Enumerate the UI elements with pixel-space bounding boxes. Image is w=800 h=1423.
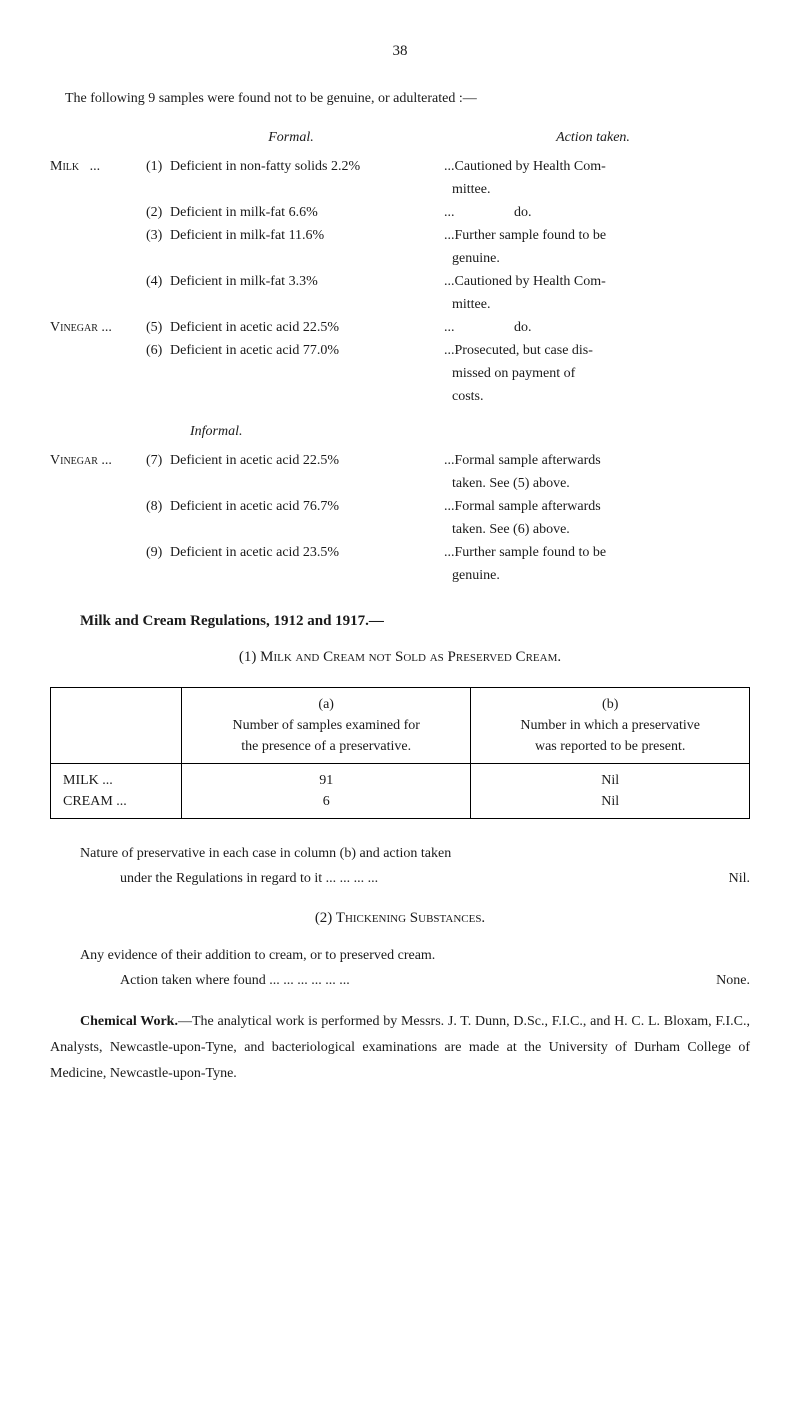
nature-text: Nature of preservative in each case in c… <box>80 843 750 864</box>
item-desc: Deficient in milk-fat 3.3% <box>170 271 436 292</box>
cell-val: 6 <box>323 794 330 809</box>
cell-val: Nil <box>601 773 619 788</box>
item-desc: Deficient in acetic acid 22.5% <box>170 450 436 471</box>
item-desc: Deficient in non-fatty solids 2.2% <box>170 156 436 177</box>
item-num: (3) <box>146 225 170 246</box>
subsection-1: (1) Milk and Cream not Sold as Preserved… <box>50 646 750 669</box>
action-cont: taken. See (6) above. <box>436 519 750 540</box>
intro-text: The following 9 samples were found not t… <box>50 88 750 109</box>
any-evidence-text: Any evidence of their addition to cream,… <box>80 945 750 966</box>
vinegar-row-9: (9)Deficient in acetic acid 23.5% ...Fur… <box>50 542 750 563</box>
cell-val: 91 <box>319 773 333 788</box>
item-action: ...Cautioned by Health Com- <box>436 271 750 292</box>
action-cont: costs. <box>436 386 750 407</box>
item-desc: Deficient in acetic acid 76.7% <box>170 496 436 517</box>
formal-header: Formal. <box>146 127 436 148</box>
vinegar-label: Vinegar ... <box>50 317 146 338</box>
item-action: ...Formal sample afterwards <box>436 450 750 471</box>
item-num: (6) <box>146 340 170 361</box>
milk-row-3: (3)Deficient in milk-fat 11.6% ...Furthe… <box>50 225 750 246</box>
page-number: 38 <box>50 40 750 63</box>
milk-row-2: (2)Deficient in milk-fat 6.6% ... do. <box>50 202 750 223</box>
none-value: None. <box>680 970 750 991</box>
action-cont: genuine. <box>436 565 750 586</box>
nil-value: Nil. <box>680 868 750 889</box>
item-num: (9) <box>146 542 170 563</box>
table-col-b: (b)Number in which a preservativewas rep… <box>471 687 750 763</box>
milk-label: Milk ... <box>50 156 146 177</box>
item-action: ...Prosecuted, but case dis- <box>436 340 750 361</box>
preservative-table: (a)Number of samples examined forthe pre… <box>50 687 750 819</box>
item-desc: Deficient in milk-fat 11.6% <box>170 225 436 246</box>
item-action: ...Further sample found to be <box>436 542 750 563</box>
action-header: Action taken. <box>436 127 750 148</box>
item-action: ...Further sample found to be <box>436 225 750 246</box>
item-desc: Deficient in milk-fat 6.6% <box>170 202 436 223</box>
milk-row-4: (4)Deficient in milk-fat 3.3% ...Caution… <box>50 271 750 292</box>
action-cont: mittee. <box>436 179 750 200</box>
informal-header: Informal. <box>190 421 750 442</box>
chemical-lead: Chemical Work. <box>80 1014 178 1029</box>
column-headers: Formal. Action taken. <box>50 127 750 148</box>
action-cont: taken. See (5) above. <box>436 473 750 494</box>
item-desc: Deficient in acetic acid 77.0% <box>170 340 436 361</box>
vinegar-row-5: Vinegar ... (5)Deficient in acetic acid … <box>50 317 750 338</box>
item-action: ...Cautioned by Health Com- <box>436 156 750 177</box>
table-col-a: (a)Number of samples examined forthe pre… <box>182 687 471 763</box>
item-num: (2) <box>146 202 170 223</box>
item-num: (8) <box>146 496 170 517</box>
cell-val: Nil <box>601 794 619 809</box>
subsection-2: (2) Thickening Substances. <box>50 907 750 930</box>
item-desc: Deficient in acetic acid 22.5% <box>170 317 436 338</box>
vinegar-label: Vinegar ... <box>50 450 146 471</box>
row-label: CREAM ... <box>63 794 127 809</box>
item-num: (1) <box>146 156 170 177</box>
chemical-work-paragraph: Chemical Work.—The analytical work is pe… <box>50 1009 750 1087</box>
item-num: (7) <box>146 450 170 471</box>
row-label: MILK ... <box>63 773 113 788</box>
milk-cream-title: Milk and Cream Regulations, 1912 and 191… <box>80 610 750 633</box>
under-text: under the Regulations in regard to it ..… <box>120 868 750 889</box>
action-cont: missed on payment of <box>436 363 750 384</box>
vinegar-row-7: Vinegar ... (7)Deficient in acetic acid … <box>50 450 750 471</box>
item-action: ... do. <box>436 202 750 223</box>
item-action: ...Formal sample afterwards <box>436 496 750 517</box>
item-action: ... do. <box>436 317 750 338</box>
action-cont: mittee. <box>436 294 750 315</box>
action-cont: genuine. <box>436 248 750 269</box>
vinegar-row-8: (8)Deficient in acetic acid 76.7% ...For… <box>50 496 750 517</box>
milk-row-1: Milk ... (1)Deficient in non-fatty solid… <box>50 156 750 177</box>
vinegar-row-6: (6)Deficient in acetic acid 77.0% ...Pro… <box>50 340 750 361</box>
action-taken-text: Action taken where found ... ... ... ...… <box>120 970 750 991</box>
item-desc: Deficient in acetic acid 23.5% <box>170 542 436 563</box>
item-num: (5) <box>146 317 170 338</box>
item-num: (4) <box>146 271 170 292</box>
